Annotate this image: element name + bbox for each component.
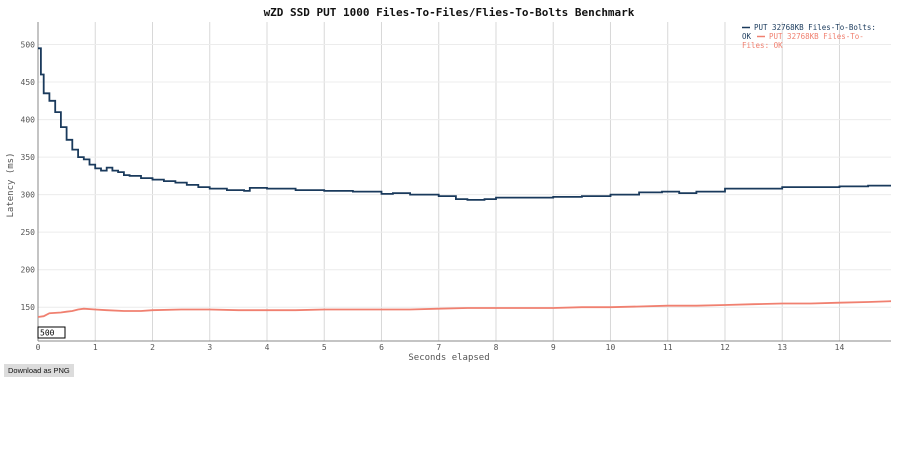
x-tick-label: 4: [265, 343, 270, 352]
chart-title: wZD SSD PUT 1000 Files-To-Files/Flies-To…: [264, 6, 635, 19]
chart-grid: [38, 22, 891, 341]
x-tick-label: 9: [551, 343, 556, 352]
cursor-value-box: 500: [37, 326, 66, 339]
cursor-value-label: 500: [40, 329, 55, 338]
chart-axes: 0 1 2 3 4 5 6 7 8 9 10 11 12 13 1415020025030035040045…: [21, 22, 891, 352]
y-tick-label: 250: [21, 228, 36, 237]
y-tick-label: 300: [21, 191, 36, 200]
y-tick-label: 350: [21, 153, 36, 162]
y-tick-label: 450: [21, 78, 36, 87]
x-tick-label: 11: [663, 343, 673, 352]
series-line-0: [38, 47, 891, 201]
chart-legend[interactable]: PUT 32768KB Files-To-Bolts:OK PUT 32768KB…: [742, 23, 876, 50]
x-tick-label: 1: [93, 343, 98, 352]
x-tick-label: 3: [207, 343, 212, 352]
line-chart: wZD SSD PUT 1000 Files-To-Files/Flies-To…: [6, 6, 892, 362]
y-tick-label: 200: [21, 266, 36, 275]
x-tick-label: 2: [150, 343, 155, 352]
x-tick-label: 14: [835, 343, 845, 352]
x-tick-label: 7: [436, 343, 441, 352]
x-tick-label: 0: [36, 343, 41, 352]
x-axis-label: Seconds elapsed: [408, 353, 489, 362]
x-tick-label: 5: [322, 343, 327, 352]
chart-series: [37, 47, 892, 318]
y-tick-label: 400: [21, 116, 36, 125]
legend-entry-0-line-1: PUT 32768KB Files-To-Bolts:: [754, 23, 876, 32]
legend-entry-1-line-1: PUT 32768KB Files-To-: [769, 32, 864, 41]
x-tick-label: 10: [606, 343, 616, 352]
x-tick-label: 12: [720, 343, 730, 352]
x-tick-label: 13: [777, 343, 787, 352]
x-tick-label: 6: [379, 343, 384, 352]
y-axis-label: Latency (ms): [6, 152, 16, 217]
legend-entry-0-line-2: OK: [742, 32, 752, 41]
y-tick-label: 500: [21, 41, 36, 50]
x-tick-label: 8: [494, 343, 499, 352]
download-png-button[interactable]: Download as PNG: [4, 364, 74, 377]
series-line-1: [37, 300, 892, 318]
y-tick-label: 150: [21, 303, 36, 312]
legend-entry-1-line-2: Files: OK: [742, 41, 783, 50]
